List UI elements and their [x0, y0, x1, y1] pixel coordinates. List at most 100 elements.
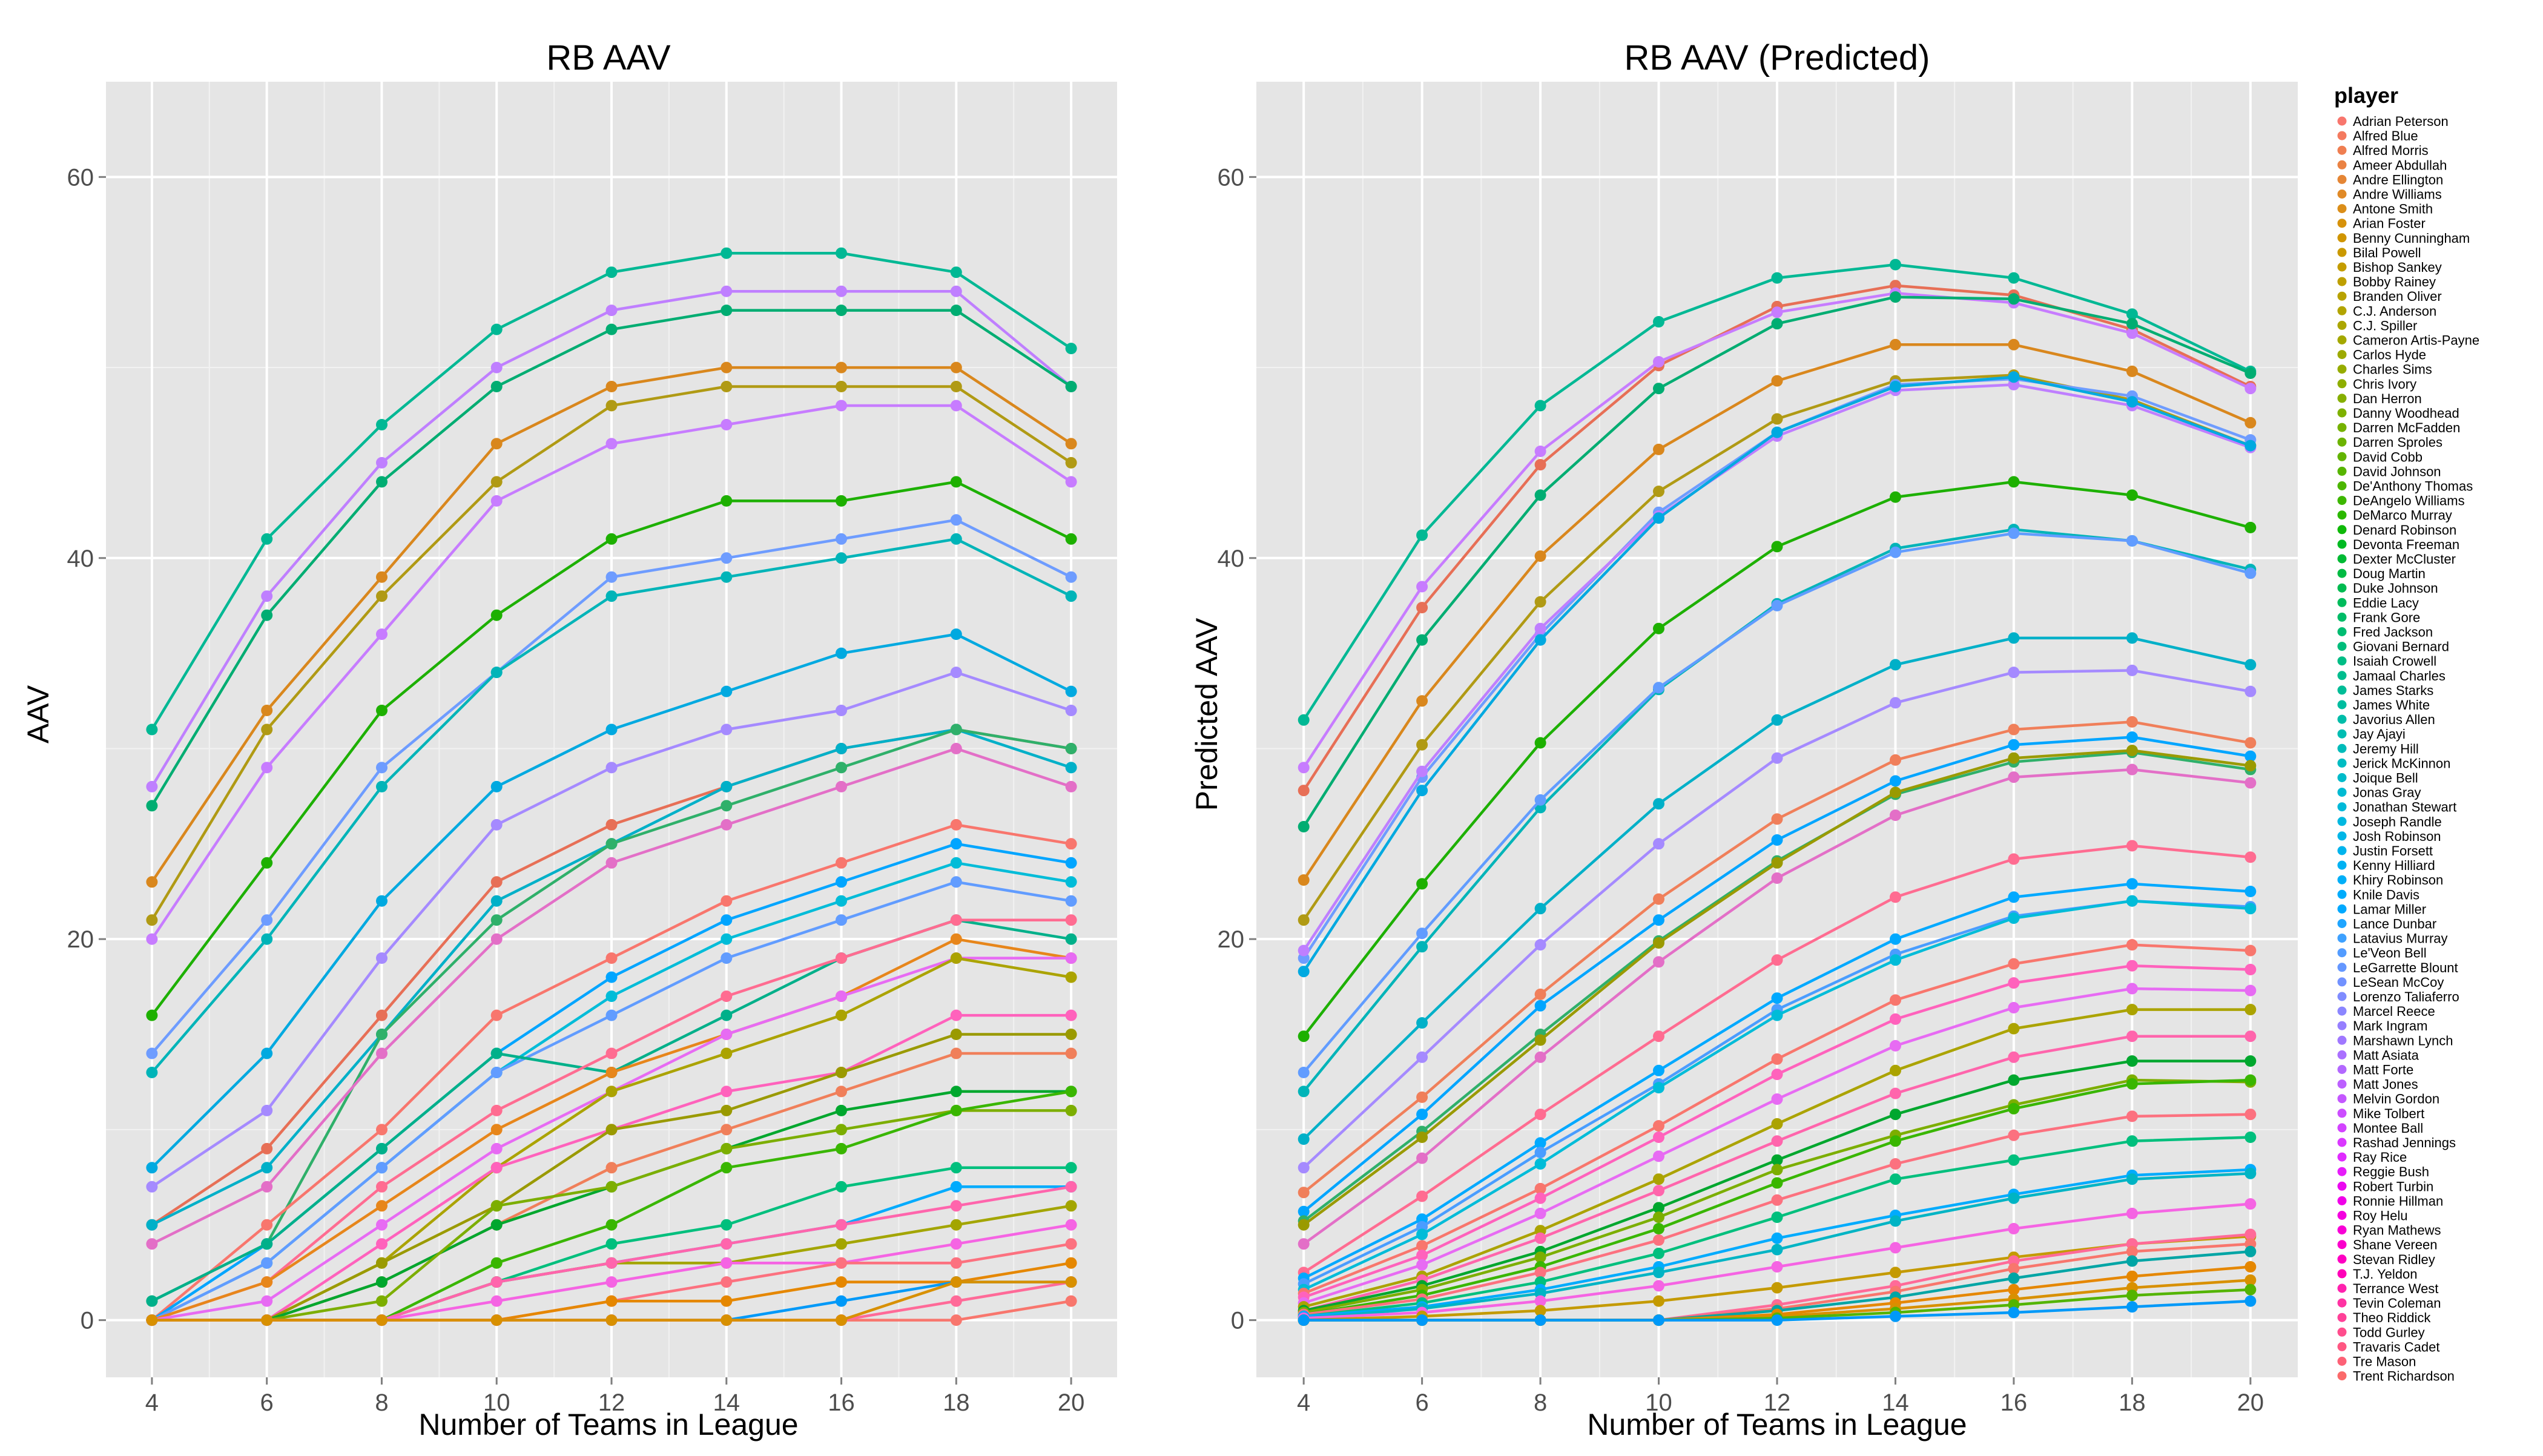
legend-entry: Jay Ajayi — [2337, 726, 2406, 742]
legend-key — [2337, 1211, 2347, 1220]
data-point — [1416, 1091, 1428, 1103]
data-point — [490, 819, 503, 831]
data-point — [490, 667, 503, 679]
data-point — [1890, 954, 1901, 966]
legend-key — [2337, 1298, 2347, 1308]
data-point — [950, 1029, 962, 1040]
data-point — [1065, 476, 1077, 488]
legend-label: Jonas Gray — [2353, 785, 2421, 800]
data-point — [950, 361, 962, 374]
series-27 — [1298, 1004, 2257, 1313]
data-point — [605, 819, 618, 831]
legend-entry: Carlos Hyde — [2337, 348, 2426, 363]
data-point — [950, 381, 962, 392]
legend-entry: Fred Jackson — [2337, 625, 2433, 640]
legend-entry: Todd Gurley — [2337, 1325, 2425, 1340]
data-point — [1771, 1261, 1783, 1273]
data-point — [2126, 1078, 2138, 1090]
legend-entry: Bilal Powell — [2337, 245, 2421, 260]
data-point — [1890, 933, 1901, 945]
data-point — [146, 1009, 158, 1021]
data-point — [1534, 1192, 1546, 1204]
data-point — [1653, 1132, 1664, 1143]
data-point — [2126, 960, 2138, 972]
data-point — [376, 762, 388, 774]
legend-label: T.J. Yeldon — [2353, 1267, 2417, 1282]
data-point — [1890, 994, 1901, 1006]
data-point — [721, 571, 733, 583]
legend-entry: Knile Davis — [2337, 887, 2419, 902]
data-point — [836, 1295, 847, 1307]
legend-entry: T.J. Yeldon — [2337, 1267, 2417, 1282]
data-point — [490, 1047, 503, 1059]
data-point — [1890, 1310, 1901, 1322]
data-point — [1653, 1064, 1664, 1076]
legend-label: Montee Ball — [2353, 1121, 2423, 1136]
data-point — [146, 1238, 158, 1250]
data-point — [261, 1162, 273, 1174]
data-point — [1534, 1000, 1546, 1012]
data-point — [1771, 834, 1783, 846]
data-point — [1416, 765, 1428, 777]
legend-entry: Justin Forsett — [2337, 843, 2433, 858]
legend-label: Marcel Reece — [2353, 1004, 2435, 1019]
data-point — [2245, 417, 2257, 429]
data-point — [146, 1047, 158, 1059]
y-tick-label: 60 — [1218, 164, 1245, 191]
data-point — [1534, 634, 1546, 646]
data-point — [1653, 1082, 1664, 1094]
data-point — [2008, 977, 2020, 989]
data-point — [836, 305, 847, 317]
legend-key — [2337, 831, 2347, 841]
data-point — [490, 1142, 503, 1155]
legend-key — [2337, 496, 2347, 506]
data-point — [1416, 878, 1428, 890]
legend-entry: Devonta Freeman — [2337, 537, 2459, 552]
data-point — [950, 476, 962, 488]
legend-label: James Starks — [2353, 683, 2433, 698]
data-point — [1534, 400, 1546, 412]
data-point — [146, 780, 158, 792]
data-point — [1065, 1276, 1077, 1288]
data-point — [721, 552, 733, 564]
data-point — [1534, 1147, 1546, 1159]
data-point — [836, 990, 847, 1003]
series-9 — [1298, 371, 2257, 978]
legend-label: Ray Rice — [2353, 1150, 2407, 1165]
data-point — [836, 495, 847, 507]
data-point — [2126, 1290, 2138, 1302]
data-point — [836, 743, 847, 754]
data-point — [2245, 1295, 2257, 1307]
data-point — [605, 990, 618, 1003]
data-point — [146, 1162, 158, 1174]
data-point — [2008, 371, 2020, 383]
legend-key — [2337, 248, 2347, 257]
data-point — [721, 1104, 733, 1116]
legend-label: Frank Gore — [2353, 610, 2420, 625]
legend-label: Shane Vereen — [2353, 1237, 2437, 1253]
data-point — [1771, 813, 1783, 825]
data-point — [721, 381, 733, 392]
data-point — [1298, 966, 1310, 978]
legend-label: Giovani Bernard — [2353, 639, 2449, 654]
data-point — [1771, 541, 1783, 553]
legend-key — [2337, 1313, 2347, 1322]
data-point — [721, 990, 733, 1003]
legend-label: Fred Jackson — [2353, 625, 2433, 640]
data-point — [721, 305, 733, 317]
legend-key — [2337, 554, 2347, 564]
data-point — [1653, 1223, 1664, 1234]
data-point — [261, 1047, 273, 1059]
legend-key — [2337, 1021, 2347, 1030]
data-point — [950, 857, 962, 869]
series-6 — [146, 400, 1077, 945]
data-point — [146, 876, 158, 888]
data-point — [950, 952, 962, 964]
data-point — [1890, 1039, 1901, 1052]
legend-entry: Theo Riddick — [2337, 1310, 2431, 1325]
data-point — [1065, 952, 1077, 964]
data-point — [605, 857, 618, 869]
data-point — [490, 381, 503, 392]
data-point — [2008, 632, 2020, 644]
legend-entry: Stevan Ridley — [2337, 1252, 2435, 1267]
